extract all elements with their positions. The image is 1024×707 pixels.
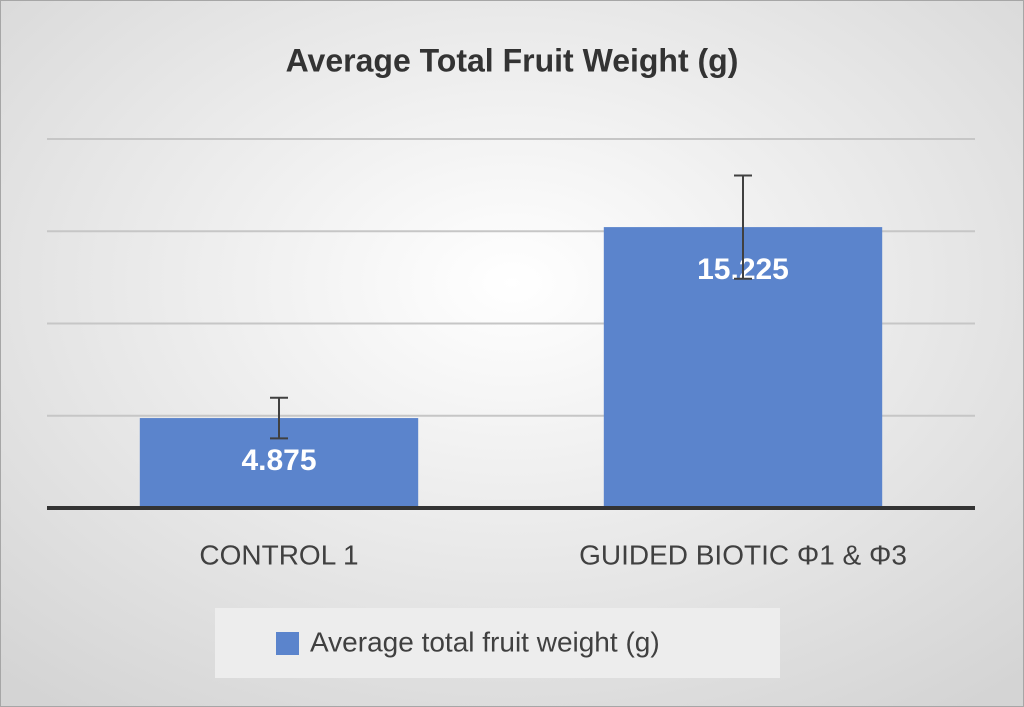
legend-swatch [276,632,299,655]
value-label: 4.875 [241,444,316,477]
x-tick-label: GUIDED BIOTIC Φ1 & Φ3 [579,539,907,570]
error-bar [270,396,288,440]
legend-label: Average total fruit weight (g) [310,626,660,657]
x-tick-label: CONTROL 1 [199,539,358,570]
legend-box [215,608,780,678]
chart-title: Average Total Fruit Weight (g) [286,42,739,78]
error-bar [734,174,752,280]
